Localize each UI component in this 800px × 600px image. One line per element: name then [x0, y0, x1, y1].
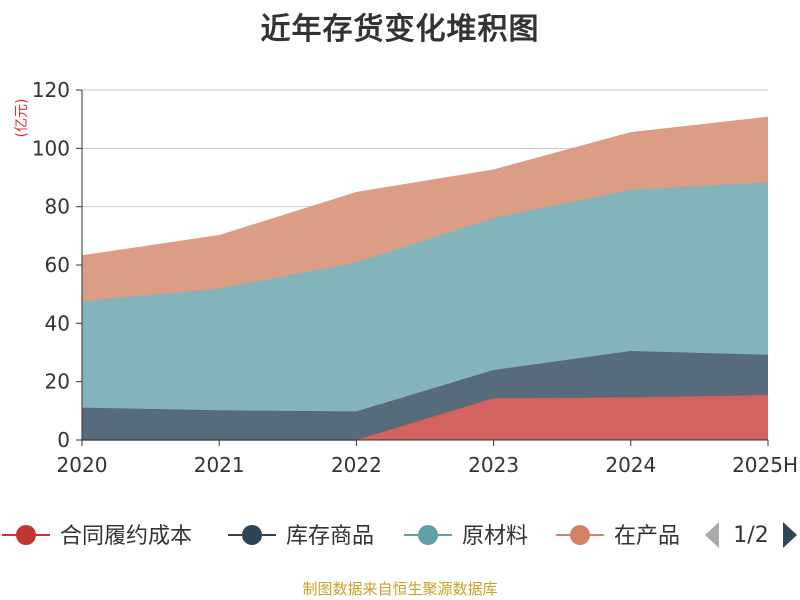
y-tick-label: 100 — [32, 136, 70, 160]
legend-dot-icon — [242, 525, 262, 545]
x-tick-label: 2024 — [605, 453, 656, 477]
legend-item[interactable]: 在产品 — [556, 524, 680, 549]
x-tick-labels: 2020 2021 2022 2023 2024 2025H — [57, 440, 798, 477]
legend-dot-icon — [16, 525, 36, 545]
area-series — [81, 116, 769, 441]
legend-label: 合同履约成本 — [60, 524, 192, 549]
legend-dot-icon — [418, 525, 438, 545]
x-tick-label: 2022 — [331, 453, 382, 477]
y-tick-label: 20 — [45, 370, 70, 394]
legend-label: 库存商品 — [286, 524, 374, 549]
x-tick-label: 2020 — [57, 453, 108, 477]
legend-prev-page-button[interactable] — [705, 522, 719, 548]
legend-item[interactable]: 合同履约成本 — [2, 524, 192, 549]
y-tick-label: 120 — [32, 78, 70, 102]
area-series-原材料 — [82, 182, 768, 412]
area-series-合同履约成本 — [82, 395, 768, 440]
legend-page-indicator: 1/2 — [733, 523, 768, 548]
y-tick-labels: 0 20 40 60 80 100 120 — [32, 78, 82, 452]
y-tick-label: 0 — [57, 428, 70, 452]
legend-label: 在产品 — [614, 524, 680, 549]
legend-item[interactable]: 原材料 — [404, 524, 528, 549]
chevron-right-icon — [783, 522, 797, 548]
chevron-left-icon — [705, 522, 719, 548]
source-note: 制图数据来自恒生聚源数据库 — [302, 580, 498, 598]
x-tick-label: 2023 — [468, 453, 519, 477]
area-series-库存商品 — [82, 351, 768, 440]
y-tick-label: 60 — [45, 253, 70, 277]
area-series-在产品 — [82, 117, 768, 302]
y-axis-unit-label: (亿元) — [14, 99, 30, 138]
legend-next-page-button[interactable] — [783, 522, 797, 548]
legend-dot-icon — [570, 525, 590, 545]
x-tick-label: 2025H — [732, 453, 798, 477]
legend-item[interactable]: 库存商品 — [228, 524, 374, 549]
y-tick-label: 80 — [45, 195, 70, 219]
chart-title: 近年存货变化堆积图 — [260, 12, 540, 47]
y-tick-label: 40 — [45, 311, 70, 335]
area-series-line — [81, 116, 769, 257]
legend: 合同履约成本 库存商品 原材料 在产品 — [2, 524, 680, 549]
legend-label: 原材料 — [462, 524, 528, 549]
x-tick-label: 2021 — [194, 453, 245, 477]
